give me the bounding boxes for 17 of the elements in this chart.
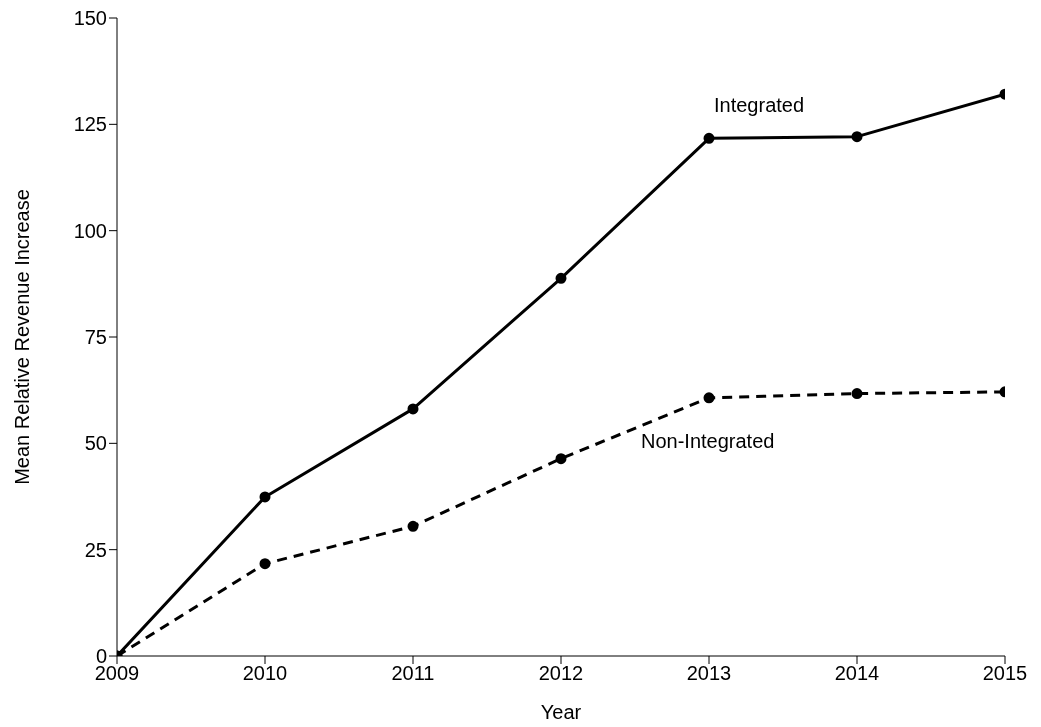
y-tick-label: 125	[73, 113, 107, 136]
x-tick-label: 2013	[686, 662, 732, 685]
y-tick-label: 25	[84, 538, 107, 561]
x-tick-label: 2009	[94, 662, 140, 685]
x-tick-label: 2014	[834, 662, 880, 685]
y-axis-title: Mean Relative Revenue Increase	[11, 189, 34, 485]
y-tick-label: 50	[84, 432, 107, 455]
x-axis-title: Year	[540, 701, 582, 723]
series-label: Non-Integrated	[641, 429, 775, 452]
x-tick-label: 2012	[538, 662, 584, 685]
y-tick-label: 75	[84, 326, 107, 349]
x-tick-label: 2010	[242, 662, 288, 685]
series-label: Integrated	[714, 94, 805, 117]
x-tick-label: 2011	[391, 662, 435, 685]
y-tick-label: 100	[73, 219, 107, 242]
x-tick-label: 2015	[982, 662, 1028, 685]
y-tick-label: 150	[73, 7, 107, 30]
